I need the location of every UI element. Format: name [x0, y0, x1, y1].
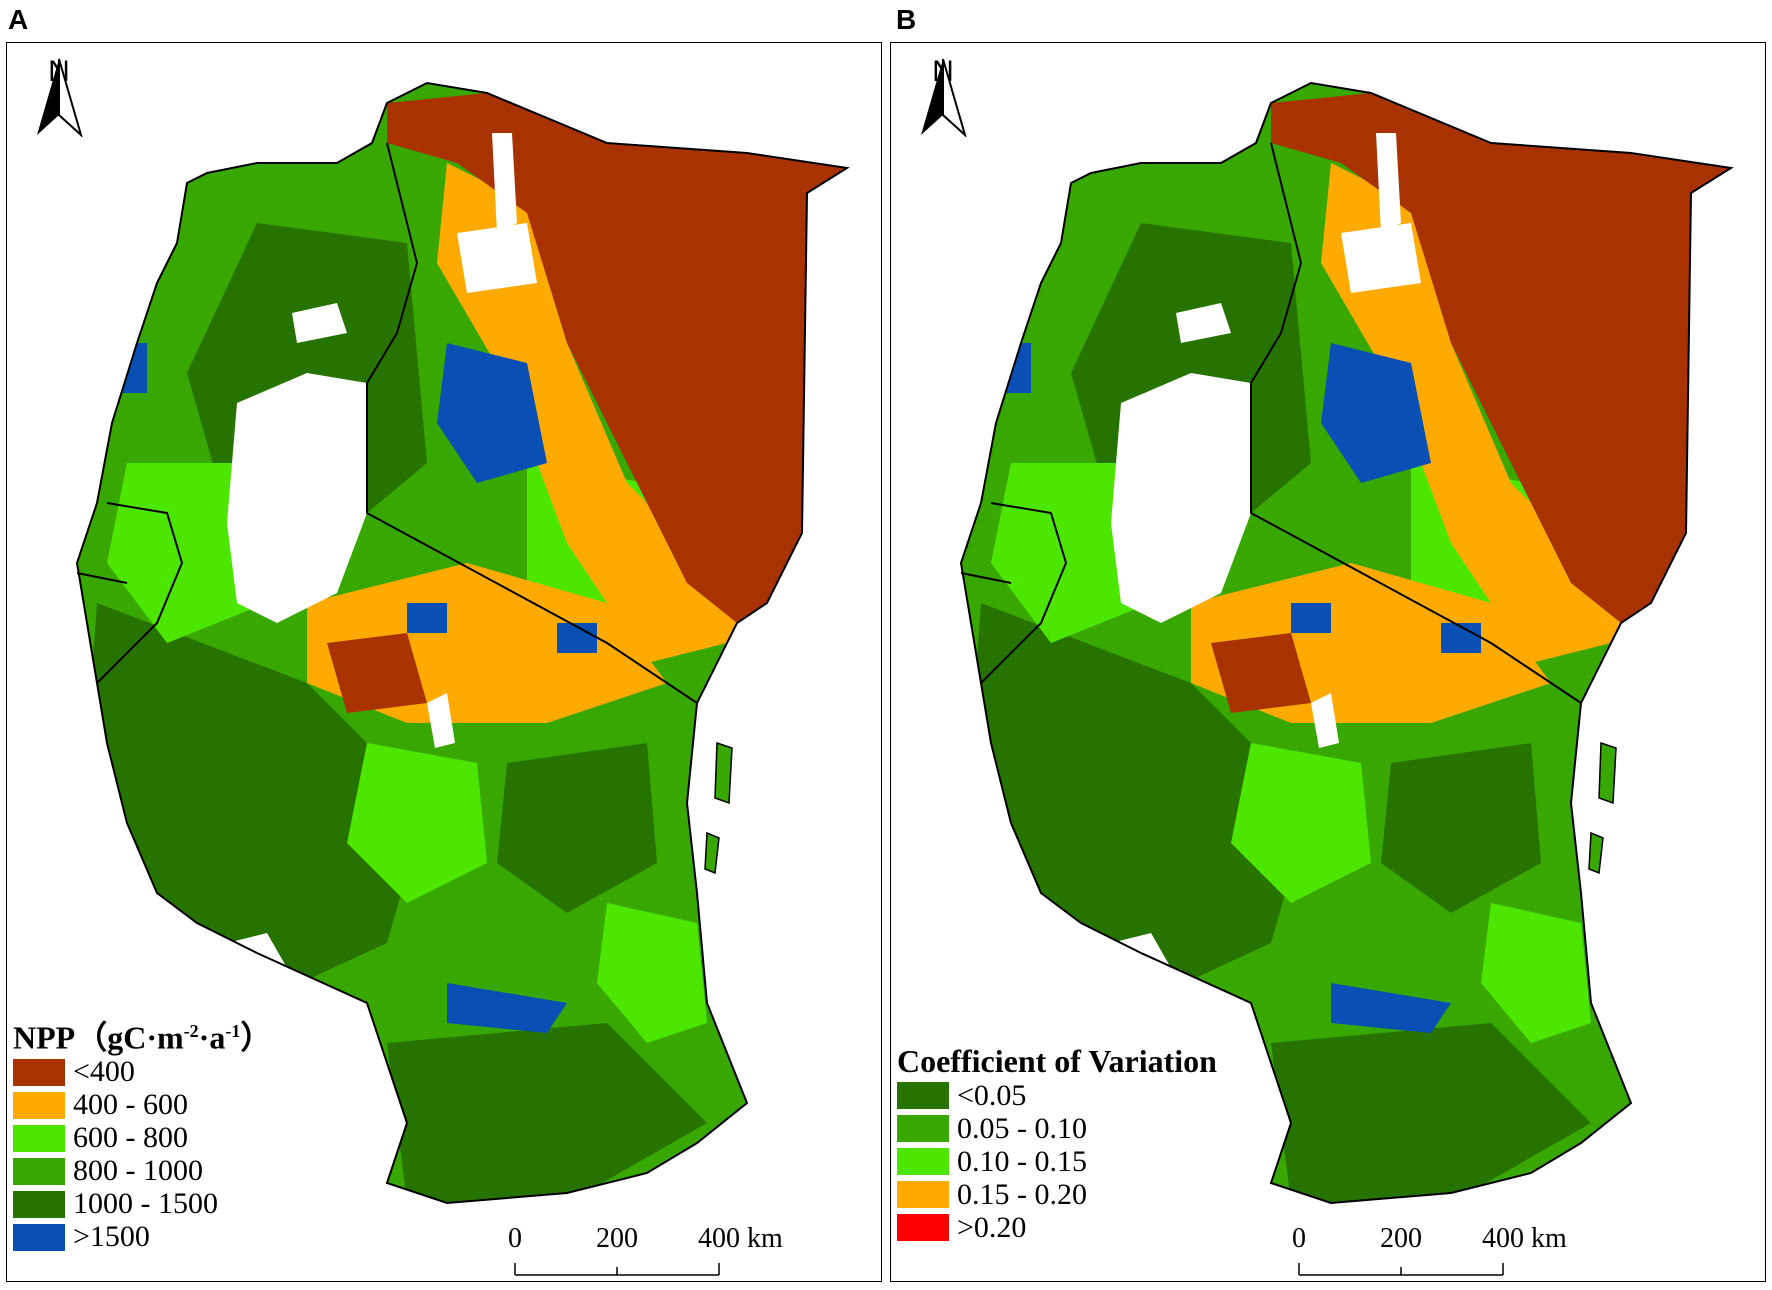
- legend-b-label: 0.15 - 0.20: [957, 1177, 1087, 1211]
- legend-a: NPP（gC·m-2·a-1） <400 400 - 600 600 - 800 80…: [13, 1013, 272, 1254]
- legend-b-label: >0.20: [957, 1210, 1027, 1244]
- legend-a-label: <400: [73, 1055, 135, 1089]
- legend-a-item: 600 - 800: [13, 1121, 272, 1155]
- scale-b-line: [1298, 1263, 1504, 1276]
- north-arrow-icon: [921, 58, 967, 137]
- legend-a-label: >1500: [73, 1220, 150, 1254]
- scale-bar-b: 0 200 400 km: [1291, 1223, 1591, 1281]
- legend-b-item: 0.10 - 0.15: [897, 1145, 1217, 1178]
- legend-a-label: 800 - 1000: [73, 1154, 203, 1188]
- legend-a-label: 1000 - 1500: [73, 1187, 218, 1221]
- legend-a-swatch: [13, 1124, 65, 1152]
- scale-a-tick-200: 200: [596, 1223, 638, 1254]
- legend-b: Coefficient of Variation <0.05 0.05 - 0.1…: [897, 1043, 1217, 1244]
- scale-b-tick-0: 0: [1292, 1223, 1306, 1254]
- legend-a-item: 1000 - 1500: [13, 1187, 272, 1221]
- panel-a-letter: A: [8, 4, 29, 35]
- north-arrow: N: [913, 57, 973, 137]
- map-panel-b: N Coefficient of Variation <0.050.05 - 0…: [890, 42, 1766, 1282]
- north-arrow: N: [29, 57, 89, 137]
- legend-a-label: 400 - 600: [73, 1088, 188, 1122]
- map-a-canvas: [75, 81, 850, 1205]
- legend-a-swatch: [13, 1091, 65, 1119]
- legend-b-swatch: [897, 1214, 949, 1241]
- scale-a-tick-0: 0: [508, 1223, 522, 1254]
- legend-b-item: 0.05 - 0.10: [897, 1112, 1217, 1145]
- legend-b-label: <0.05: [957, 1078, 1027, 1112]
- legend-b-swatch: [897, 1115, 949, 1142]
- legend-b-item: <0.05: [897, 1079, 1217, 1112]
- legend-a-swatch: [13, 1223, 65, 1251]
- legend-a-swatch: [13, 1157, 65, 1185]
- legend-a-item: 800 - 1000: [13, 1154, 272, 1188]
- legend-b-item: 0.15 - 0.20: [897, 1178, 1217, 1211]
- legend-a-label: 600 - 800: [73, 1121, 188, 1155]
- panel-b-letter: B: [896, 4, 917, 35]
- legend-a-item: <400: [13, 1055, 272, 1089]
- legend-a-item: >1500: [13, 1220, 272, 1254]
- legend-a-item: 400 - 600: [13, 1088, 272, 1122]
- scale-b-unit: km: [1531, 1223, 1567, 1254]
- legend-b-item: >0.20: [897, 1211, 1217, 1244]
- legend-b-title: Coefficient of Variation: [897, 1043, 1217, 1079]
- legend-a-title: NPP（gC·m-2·a-1）: [13, 1019, 273, 1056]
- scale-a-tick-400: 400: [698, 1223, 740, 1254]
- legend-a-swatch: [13, 1058, 65, 1086]
- legend-b-swatch: [897, 1181, 949, 1208]
- scale-a-unit: km: [747, 1223, 783, 1254]
- legend-a-swatch: [13, 1190, 65, 1218]
- scale-b-tick-200: 200: [1380, 1223, 1422, 1254]
- legend-b-swatch: [897, 1148, 949, 1175]
- legend-b-label: 0.05 - 0.10: [957, 1111, 1087, 1145]
- scale-b-tick-400: 400: [1482, 1223, 1524, 1254]
- scale-bar-a: 0 200 400 km: [507, 1223, 807, 1281]
- scale-a-line: [514, 1263, 720, 1276]
- legend-b-label: 0.10 - 0.15: [957, 1144, 1087, 1178]
- legend-b-swatch: [897, 1082, 949, 1109]
- map-b-canvas: [959, 81, 1734, 1205]
- north-arrow-icon: [37, 58, 83, 137]
